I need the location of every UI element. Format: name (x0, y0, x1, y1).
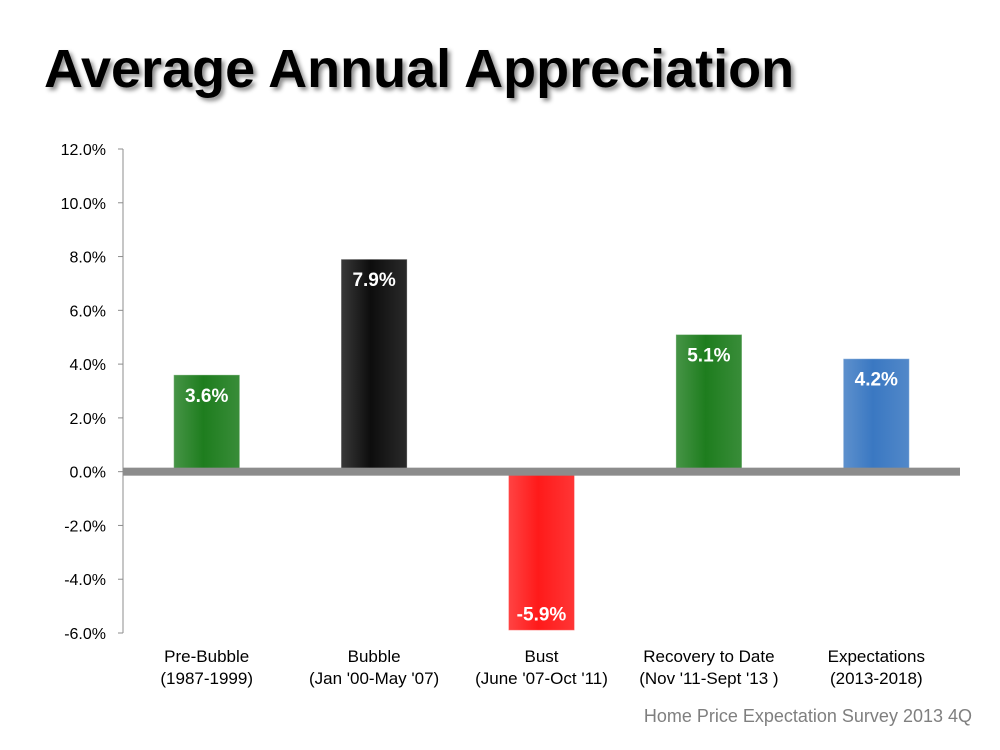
bar (675, 334, 743, 473)
data-labels: 3.6% 7.9% -5.9% 5.1% 4.2% (185, 270, 898, 625)
y-tick-label: 8.0% (70, 250, 106, 267)
y-tick-label: 0.0% (70, 465, 106, 482)
y-tick-label: 12.0% (61, 142, 106, 159)
data-label: 4.2% (855, 370, 898, 391)
bar (173, 374, 241, 473)
y-axis: 12.0% 10.0% 8.0% 6.0% 4.0% 2.0% 0.0% -2.0% -4.0%… (61, 142, 124, 643)
y-tick-label: 2.0% (70, 411, 106, 428)
data-label: 5.1% (687, 346, 730, 367)
y-tick-label: -2.0% (64, 518, 106, 535)
y-tick-label: -4.0% (64, 572, 106, 589)
x-tick-label: Recovery to Date (643, 647, 774, 666)
x-tick-label: (2013-2018) (830, 669, 923, 688)
zero-baseline (123, 467, 960, 476)
x-tick-label: (1987-1999) (160, 669, 253, 688)
y-tick-label: 6.0% (70, 303, 106, 320)
x-tick-label: Expectations (828, 647, 925, 666)
data-label: -5.9% (517, 604, 567, 625)
y-tick-label: -6.0% (64, 626, 106, 643)
source-note: Home Price Expectation Survey 2013 4Q (643, 706, 972, 726)
x-tick-label: Bust (524, 647, 558, 666)
x-tick-label: Pre-Bubble (164, 647, 249, 666)
bars (173, 258, 910, 631)
zero-line (123, 467, 960, 476)
y-tick-label: 4.0% (70, 357, 106, 374)
bar (508, 471, 575, 631)
x-tick-label: (Jan '00-May '07) (309, 669, 439, 688)
data-label: 7.9% (352, 270, 395, 291)
y-tick-label: 10.0% (61, 196, 106, 213)
bar (340, 258, 408, 473)
page-title: Average Annual Appreciation (44, 39, 795, 99)
data-label: 3.6% (185, 386, 228, 407)
x-tick-label: Bubble (348, 647, 401, 666)
x-axis-labels: Pre-Bubble (1987-1999) Bubble (Jan '00-May … (160, 647, 925, 688)
bar (842, 358, 910, 473)
x-tick-label: (Nov '11-Sept '13 ) (639, 669, 778, 688)
x-tick-label: (June '07-Oct '11) (475, 669, 608, 688)
